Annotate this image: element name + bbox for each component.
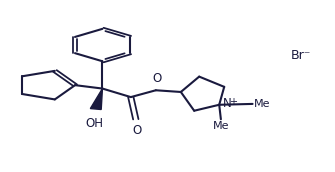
Text: Br⁻: Br⁻ bbox=[291, 49, 311, 62]
Text: O: O bbox=[133, 124, 142, 137]
Text: Me: Me bbox=[213, 121, 229, 131]
Text: Me: Me bbox=[254, 99, 271, 109]
Text: O: O bbox=[153, 72, 162, 85]
Text: +: + bbox=[229, 97, 237, 107]
Text: OH: OH bbox=[85, 117, 103, 130]
Polygon shape bbox=[90, 89, 103, 110]
Text: N: N bbox=[222, 97, 231, 110]
